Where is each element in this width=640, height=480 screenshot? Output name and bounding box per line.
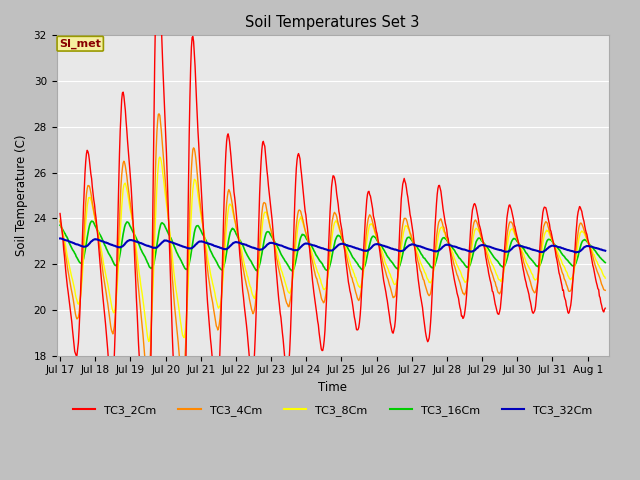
TC3_8Cm <box>145 338 153 344</box>
TC3_16Cm <box>58 226 66 232</box>
TC3_32Cm <box>572 250 580 255</box>
TC3_32Cm <box>56 236 64 241</box>
TC3_8Cm <box>291 262 298 268</box>
TC3_2Cm <box>291 217 298 223</box>
TC3_2Cm <box>132 295 140 301</box>
TC3_2Cm <box>58 229 66 235</box>
TC3_8Cm <box>58 227 66 233</box>
Line: TC3_2Cm: TC3_2Cm <box>60 0 605 480</box>
TC3_2Cm <box>462 301 470 307</box>
X-axis label: Time: Time <box>318 381 347 394</box>
TC3_8Cm <box>449 250 456 255</box>
TC3_4Cm <box>144 380 152 386</box>
TC3_2Cm <box>602 305 609 311</box>
TC3_32Cm <box>59 236 67 242</box>
Line: TC3_8Cm: TC3_8Cm <box>60 157 605 341</box>
TC3_4Cm <box>602 288 609 293</box>
Y-axis label: Soil Temperature (C): Soil Temperature (C) <box>15 135 28 256</box>
Legend: TC3_2Cm, TC3_4Cm, TC3_8Cm, TC3_16Cm, TC3_32Cm: TC3_2Cm, TC3_4Cm, TC3_8Cm, TC3_16Cm, TC3… <box>68 401 597 420</box>
TC3_16Cm <box>133 237 141 243</box>
Line: TC3_32Cm: TC3_32Cm <box>60 239 605 252</box>
TC3_8Cm <box>462 279 470 285</box>
TC3_32Cm <box>133 239 141 245</box>
TC3_8Cm <box>311 260 319 266</box>
TC3_16Cm <box>462 263 470 269</box>
TC3_4Cm <box>56 218 64 224</box>
Line: TC3_16Cm: TC3_16Cm <box>60 221 605 271</box>
TC3_16Cm <box>449 245 456 251</box>
TC3_4Cm <box>462 288 470 294</box>
Title: Soil Temperatures Set 3: Soil Temperatures Set 3 <box>246 15 420 30</box>
TC3_16Cm <box>56 222 64 228</box>
TC3_8Cm <box>156 154 164 160</box>
TC3_16Cm <box>288 268 296 274</box>
TC3_16Cm <box>88 218 95 224</box>
TC3_8Cm <box>132 246 140 252</box>
TC3_4Cm <box>58 229 66 235</box>
TC3_16Cm <box>291 265 298 271</box>
TC3_32Cm <box>289 247 297 253</box>
TC3_4Cm <box>311 269 319 275</box>
Text: SI_met: SI_met <box>60 38 101 49</box>
TC3_8Cm <box>602 275 609 281</box>
TC3_32Cm <box>310 242 318 248</box>
TC3_8Cm <box>56 216 64 222</box>
TC3_2Cm <box>311 296 319 301</box>
TC3_4Cm <box>156 111 163 117</box>
TC3_32Cm <box>461 247 469 252</box>
TC3_4Cm <box>449 256 456 262</box>
TC3_2Cm <box>56 211 64 216</box>
TC3_32Cm <box>602 248 609 253</box>
TC3_32Cm <box>57 236 65 241</box>
Line: TC3_4Cm: TC3_4Cm <box>60 114 605 383</box>
TC3_16Cm <box>602 260 609 265</box>
TC3_4Cm <box>132 260 140 266</box>
TC3_16Cm <box>311 249 319 255</box>
TC3_32Cm <box>448 243 456 249</box>
TC3_4Cm <box>291 252 298 257</box>
TC3_2Cm <box>449 267 456 273</box>
